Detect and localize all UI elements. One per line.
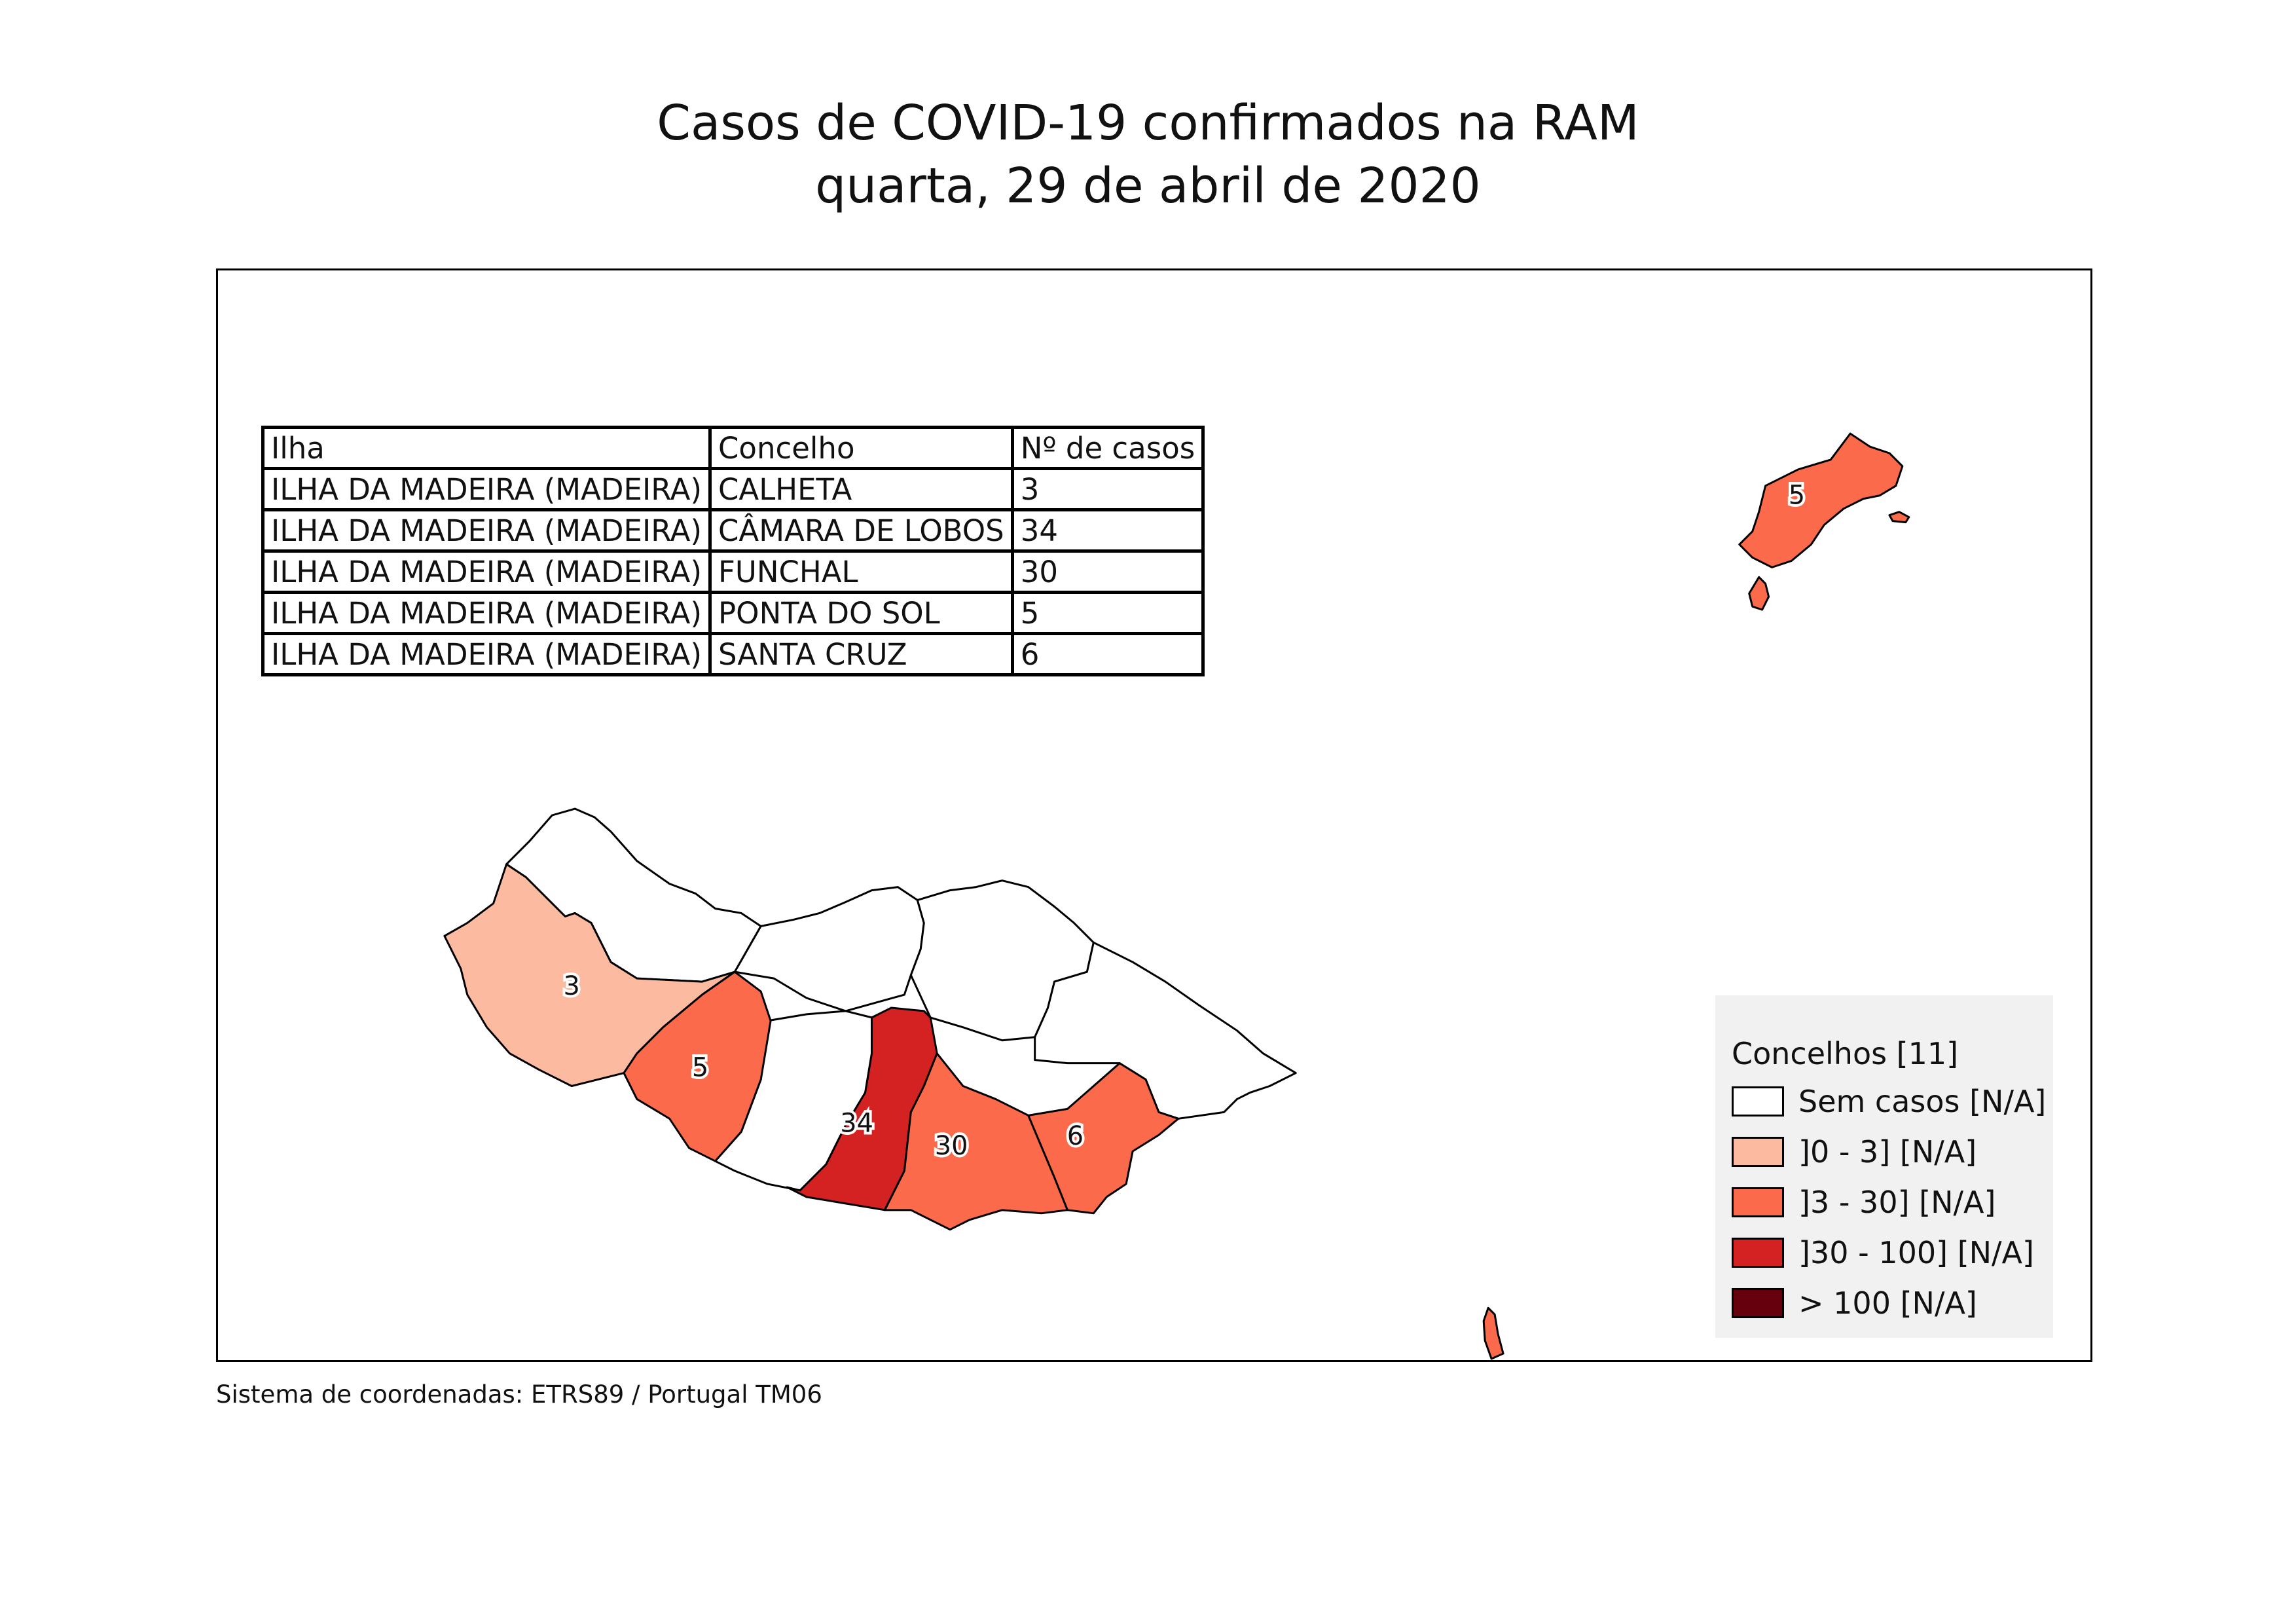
cell-concelho: PONTA DO SOL bbox=[708, 591, 1014, 635]
legend-item-mid: ]3 - 30] [N/A] bbox=[1732, 1185, 1996, 1220]
region-porto-santo bbox=[1738, 432, 1904, 568]
islet-cal bbox=[1748, 576, 1770, 611]
cell-ilha: ILHA DA MADEIRA (MADEIRA) bbox=[261, 632, 712, 676]
coordinate-system-note: Sistema de coordenadas: ETRS89 / Portuga… bbox=[216, 1380, 822, 1409]
region-santa-cruz bbox=[1027, 1062, 1180, 1215]
legend-item-very-high: > 100 [N/A] bbox=[1732, 1285, 1977, 1321]
legend-item-low: ]0 - 3] [N/A] bbox=[1732, 1134, 1977, 1170]
label-porto-santo: 5 bbox=[1789, 481, 1805, 511]
map-title: Casos de COVID-19 confirmados na RAM qua… bbox=[0, 92, 2296, 217]
cell-concelho: FUNCHAL bbox=[708, 549, 1014, 594]
legend-swatch bbox=[1732, 1187, 1784, 1217]
legend-swatch bbox=[1732, 1137, 1784, 1167]
cases-table: Ilha Concelho Nº de casos ILHA DA MADEIR… bbox=[261, 426, 1205, 676]
legend-title: Concelhos [11] bbox=[1732, 1036, 1959, 1071]
cell-ilha: ILHA DA MADEIRA (MADEIRA) bbox=[261, 549, 712, 594]
islet-ferro bbox=[1888, 511, 1910, 524]
legend-label: ]30 - 100] [N/A] bbox=[1798, 1235, 2034, 1270]
cell-ilha: ILHA DA MADEIRA (MADEIRA) bbox=[261, 591, 712, 635]
header-ilha: Ilha bbox=[261, 426, 712, 470]
cell-casos: 6 bbox=[1010, 632, 1205, 676]
legend-item-none: Sem casos [N/A] bbox=[1732, 1084, 2047, 1119]
table-row: ILHA DA MADEIRA (MADEIRA) SANTA CRUZ 6 bbox=[261, 632, 1205, 676]
header-casos: Nº de casos bbox=[1010, 426, 1205, 470]
cell-casos: 34 bbox=[1010, 508, 1205, 553]
table-row: ILHA DA MADEIRA (MADEIRA) FUNCHAL 30 bbox=[261, 549, 1205, 594]
table-row: ILHA DA MADEIRA (MADEIRA) CALHETA 3 bbox=[261, 467, 1205, 511]
label-santa-cruz: 6 bbox=[1067, 1121, 1084, 1151]
label-ponta-do-sol: 5 bbox=[692, 1053, 708, 1083]
map-title-line1: Casos de COVID-19 confirmados na RAM bbox=[657, 95, 1639, 151]
label-camara-de-lobos: 34 bbox=[840, 1108, 873, 1138]
legend-label: ]3 - 30] [N/A] bbox=[1798, 1185, 1996, 1220]
region-machico bbox=[1034, 941, 1297, 1120]
table-row: ILHA DA MADEIRA (MADEIRA) PONTA DO SOL 5 bbox=[261, 591, 1205, 635]
legend-label: ]0 - 3] [N/A] bbox=[1798, 1134, 1977, 1170]
cell-concelho: CÂMARA DE LOBOS bbox=[708, 508, 1014, 553]
islet-desertas bbox=[1482, 1306, 1504, 1360]
legend-label: > 100 [N/A] bbox=[1798, 1285, 1977, 1321]
label-funchal: 30 bbox=[935, 1131, 968, 1161]
table-header-row: Ilha Concelho Nº de casos bbox=[261, 426, 1205, 470]
cell-ilha: ILHA DA MADEIRA (MADEIRA) bbox=[261, 467, 712, 511]
map-legend: Concelhos [11] Sem casos [N/A] ]0 - 3] [… bbox=[1715, 995, 2053, 1338]
cell-ilha: ILHA DA MADEIRA (MADEIRA) bbox=[261, 508, 712, 553]
legend-swatch bbox=[1732, 1086, 1784, 1116]
legend-item-high: ]30 - 100] [N/A] bbox=[1732, 1235, 2034, 1270]
region-ponta-do-sol bbox=[623, 970, 772, 1162]
label-calheta: 3 bbox=[564, 971, 580, 1001]
region-sao-vicente bbox=[733, 886, 925, 1012]
map-canvas: 3 5 34 30 6 5 bbox=[443, 432, 1910, 1360]
legend-swatch bbox=[1732, 1238, 1784, 1268]
region-camara-de-lobos bbox=[786, 1006, 938, 1211]
cell-casos: 30 bbox=[1010, 549, 1205, 594]
cell-concelho: SANTA CRUZ bbox=[708, 632, 1014, 676]
cell-casos: 3 bbox=[1010, 467, 1205, 511]
cell-concelho: CALHETA bbox=[708, 467, 1014, 511]
header-concelho: Concelho bbox=[708, 426, 1014, 470]
table-row: ILHA DA MADEIRA (MADEIRA) CÂMARA DE LOBO… bbox=[261, 508, 1205, 553]
map-frame: 3 5 34 30 6 5 Ilha Concelho Nº de casos … bbox=[216, 268, 2092, 1362]
region-funchal bbox=[883, 1052, 1068, 1231]
cell-casos: 5 bbox=[1010, 591, 1205, 635]
legend-label: Sem casos [N/A] bbox=[1798, 1084, 2047, 1119]
legend-swatch bbox=[1732, 1288, 1784, 1318]
region-calheta bbox=[443, 863, 736, 1088]
map-title-line2: quarta, 29 de abril de 2020 bbox=[815, 158, 1481, 214]
